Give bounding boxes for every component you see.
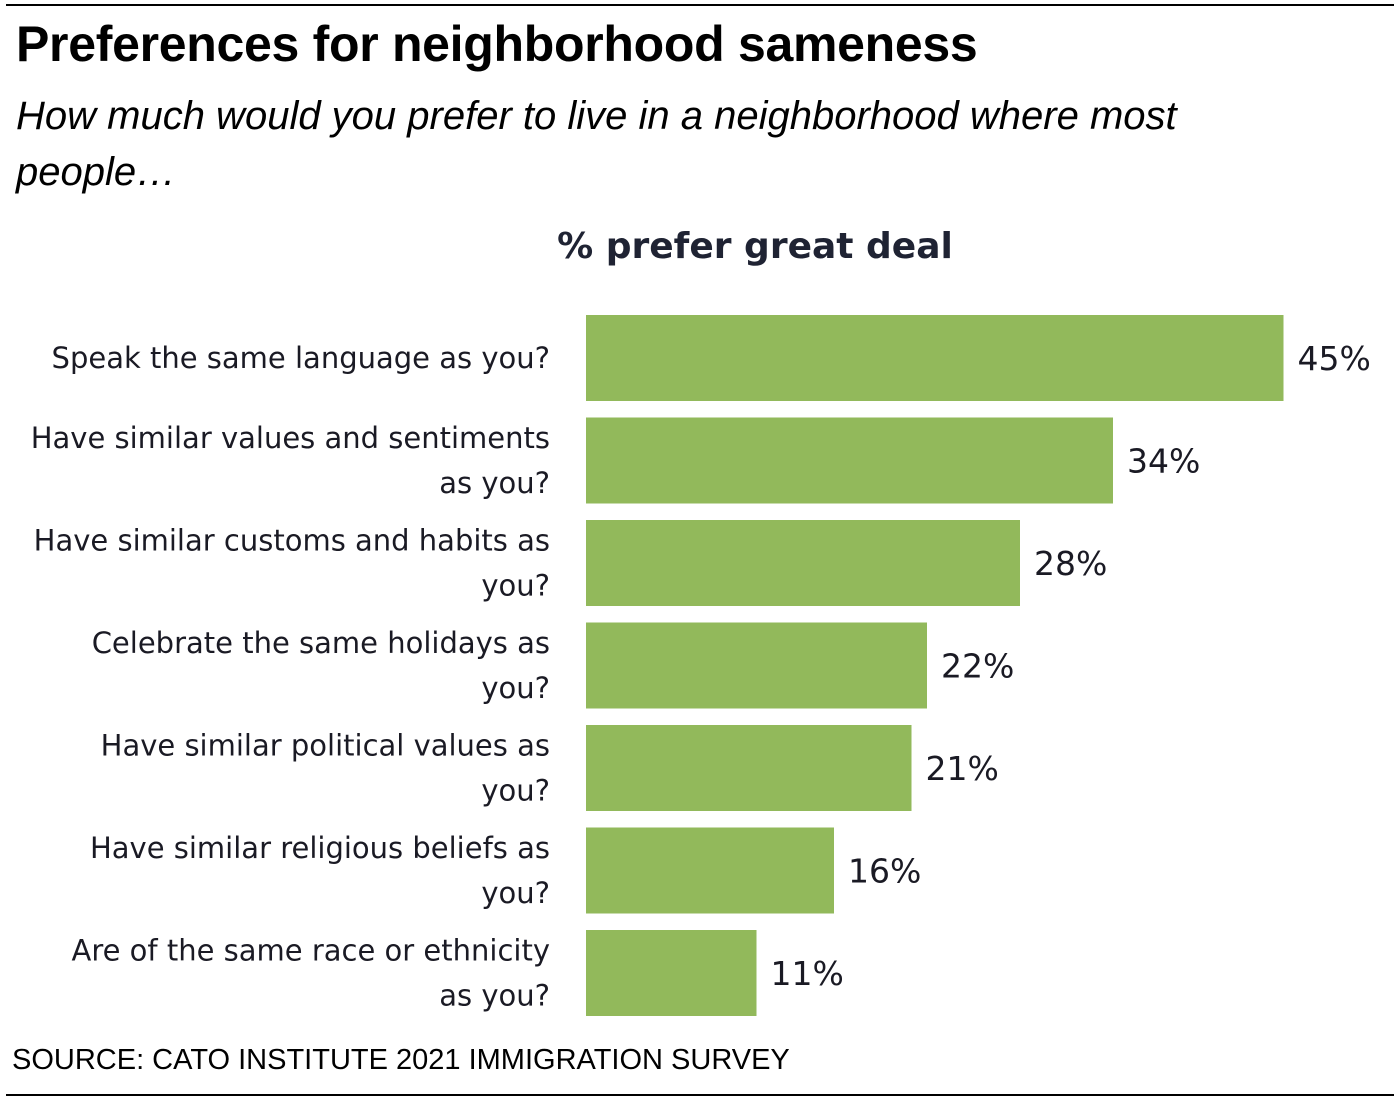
category-label-7-line-1: Are of the same race or ethnicity	[72, 934, 551, 968]
value-label-5: 21%	[926, 749, 999, 788]
category-label-1-line-1: Speak the same language as you?	[52, 341, 550, 375]
bar-2	[586, 417, 1113, 504]
source-note: SOURCE: CATO INSTITUTE 2021 IMMIGRATION …	[12, 1044, 790, 1076]
category-label-2-line-2: as you?	[439, 466, 550, 500]
bar-4	[586, 622, 927, 709]
category-label-6-line-1: Have similar religious beliefs as	[90, 831, 550, 865]
category-label-5-line-2: you?	[481, 774, 550, 808]
value-label-4: 22%	[941, 647, 1014, 686]
category-label-4-line-1: Celebrate the same holidays as	[92, 626, 550, 660]
category-label-5-line-1: Have similar political values as	[101, 729, 550, 763]
value-label-3: 28%	[1034, 544, 1107, 583]
bottom-rule	[6, 1094, 1394, 1096]
category-label-2-line-1: Have similar values and sentiments	[31, 421, 550, 455]
category-label-4-line-2: you?	[481, 671, 550, 705]
value-label-6: 16%	[848, 852, 921, 891]
value-label-2: 34%	[1127, 442, 1200, 481]
bar-1	[586, 315, 1284, 401]
bar-7	[586, 930, 757, 1016]
top-rule	[6, 4, 1394, 6]
category-label-7-line-2: as you?	[439, 979, 550, 1013]
chart-title: Preferences for neighborhood sameness	[16, 16, 978, 72]
value-label-7: 11%	[771, 954, 844, 993]
bar-3	[586, 520, 1020, 606]
bar-5	[586, 725, 912, 811]
value-label-1: 45%	[1298, 339, 1371, 378]
axis-title: % prefer great deal	[557, 226, 953, 267]
category-label-3-line-2: you?	[481, 569, 550, 603]
chart-subtitle: How much would you prefer to live in a n…	[16, 94, 1177, 194]
category-label-6-line-2: you?	[481, 876, 550, 910]
category-label-3-line-1: Have similar customs and habits as	[34, 524, 550, 558]
bar-6	[586, 827, 834, 914]
